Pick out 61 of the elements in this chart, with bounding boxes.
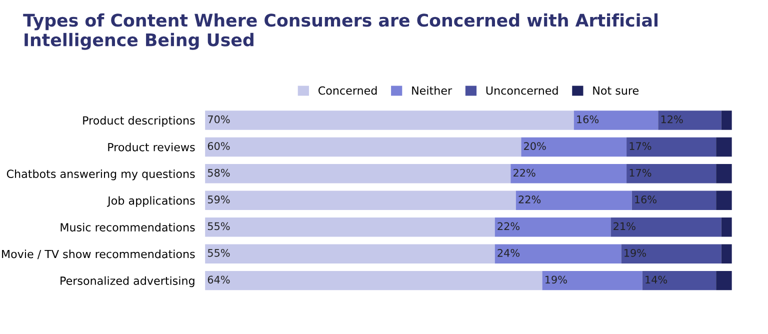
- bar: [716, 190, 732, 210]
- data-label: 19%: [545, 276, 567, 284]
- bar: [205, 137, 522, 157]
- data-label: 21%: [614, 222, 636, 230]
- bar: [626, 137, 716, 157]
- data-label: 14%: [646, 276, 668, 284]
- bar: [721, 218, 732, 237]
- data-label: 55%: [208, 222, 230, 230]
- data-label: 24%: [498, 248, 520, 257]
- bar: [642, 270, 716, 290]
- data-label: 17%: [630, 142, 652, 150]
- data-label: 17%: [630, 168, 652, 177]
- bar: [494, 218, 611, 237]
- legend-label: Concerned: [318, 86, 377, 95]
- bar: [716, 137, 732, 157]
- y-tick-label: Chatbots answering my questions: [6, 169, 195, 180]
- bar: [205, 218, 495, 237]
- y-tick-label: Movie / TV show recommendations: [2, 250, 195, 260]
- bar: [610, 218, 722, 237]
- data-label: 22%: [518, 196, 541, 204]
- y-tick-label: Personalized advertising: [60, 276, 194, 288]
- bar: [205, 190, 516, 210]
- data-label: 55%: [208, 248, 230, 257]
- bar: [494, 244, 622, 264]
- y-tick-label: Product reviews: [108, 142, 195, 152]
- data-label: 58%: [208, 168, 230, 177]
- bar: [205, 270, 542, 290]
- bar: [542, 270, 642, 290]
- legend-label: Not sure: [593, 86, 639, 95]
- data-label: 22%: [498, 222, 520, 230]
- bar: [716, 164, 732, 184]
- data-label: 16%: [635, 196, 656, 204]
- data-label: 60%: [208, 142, 230, 150]
- data-label: 20%: [524, 142, 546, 150]
- bar: [626, 164, 716, 184]
- bar: [205, 110, 574, 130]
- bar: [621, 244, 722, 264]
- data-label: 16%: [577, 115, 599, 124]
- bar: [516, 190, 632, 210]
- bar: [658, 110, 722, 130]
- data-label: 19%: [624, 248, 646, 257]
- data-label: 70%: [208, 115, 230, 124]
- chart-title: Types of Content Where Consumers are Concerned with Artificial Intelligence Being Used: [23, 13, 658, 50]
- bar: [510, 164, 627, 184]
- bar: [521, 137, 627, 157]
- bar: [205, 244, 495, 264]
- bar: [721, 110, 732, 130]
- data-label: 64%: [208, 276, 230, 284]
- bar: [205, 164, 511, 184]
- y-tick-label: Product descriptions: [83, 116, 195, 127]
- data-label: 22%: [514, 168, 536, 177]
- data-label: 12%: [661, 115, 683, 124]
- legend-label: Unconcerned: [486, 86, 558, 95]
- bar: [716, 270, 732, 290]
- bar: [721, 244, 732, 264]
- bar: [574, 110, 658, 130]
- y-tick-label: Music recommendations: [60, 222, 195, 232]
- data-label: 59%: [208, 196, 230, 204]
- bar: [632, 190, 716, 210]
- y-tick-label: Job applications: [107, 196, 195, 207]
- legend-label: Neither: [412, 86, 452, 95]
